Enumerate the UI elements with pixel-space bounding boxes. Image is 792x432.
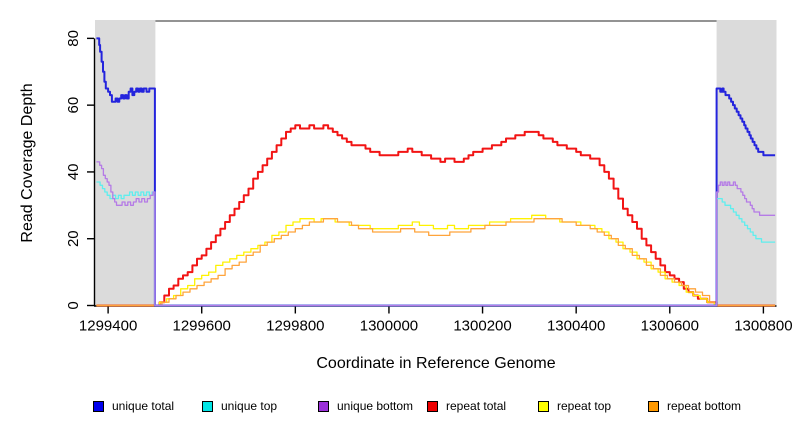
shaded-region-right — [716, 20, 777, 306]
legend-item-unique-top: unique top — [202, 399, 277, 414]
repeat-bottom-swatch-icon — [648, 401, 659, 412]
legend-label: unique top — [221, 399, 278, 413]
unique-total-swatch-icon — [93, 401, 104, 412]
y-axis-title: Read Coverage Depth — [19, 83, 36, 243]
shaded-region-left — [95, 20, 156, 306]
y-tick-label: 40 — [65, 164, 82, 181]
x-tick-label: 1300400 — [547, 318, 605, 335]
legend-label: unique total — [112, 399, 175, 413]
x-axis-title: Coordinate in Reference Genome — [316, 355, 556, 372]
x-tick-label: 1300000 — [360, 318, 418, 335]
legend-label: repeat total — [446, 399, 507, 413]
legend-item-unique-bottom: unique bottom — [318, 399, 413, 414]
series-line-unique-bottom — [96, 161, 776, 307]
y-tick-label: 60 — [65, 97, 82, 114]
y-tick-label: 0 — [65, 301, 82, 309]
x-tick-label: 1300200 — [453, 318, 511, 335]
y-tick-label: 80 — [65, 30, 82, 47]
series-line-repeat-total — [96, 124, 776, 307]
y-tick-label: 20 — [65, 230, 82, 247]
x-tick-label: 1299400 — [79, 318, 137, 335]
legend-label: unique bottom — [337, 399, 414, 413]
series-line-unique-total — [96, 37, 776, 307]
repeat-top-swatch-icon — [538, 401, 549, 412]
x-tick-label: 1299600 — [173, 318, 231, 335]
legend-label: repeat bottom — [667, 399, 742, 413]
series-line-unique-top — [96, 181, 776, 307]
legend-item-unique-total: unique total — [93, 399, 174, 414]
legend-item-repeat-total: repeat total — [427, 399, 506, 414]
x-tick-label: 1299800 — [266, 318, 324, 335]
series-line-repeat-bottom — [96, 218, 776, 307]
unique-top-swatch-icon — [202, 401, 213, 412]
legend-label: repeat top — [557, 399, 612, 413]
repeat-total-swatch-icon — [427, 401, 438, 412]
x-tick-label: 1300600 — [641, 318, 699, 335]
legend: unique total unique top unique bottom re… — [0, 399, 792, 417]
series-line-repeat-top — [96, 214, 776, 307]
x-tick-label: 1300800 — [734, 318, 792, 335]
legend-item-repeat-top: repeat top — [538, 399, 611, 414]
legend-item-repeat-bottom: repeat bottom — [648, 399, 741, 414]
unique-bottom-swatch-icon — [318, 401, 329, 412]
